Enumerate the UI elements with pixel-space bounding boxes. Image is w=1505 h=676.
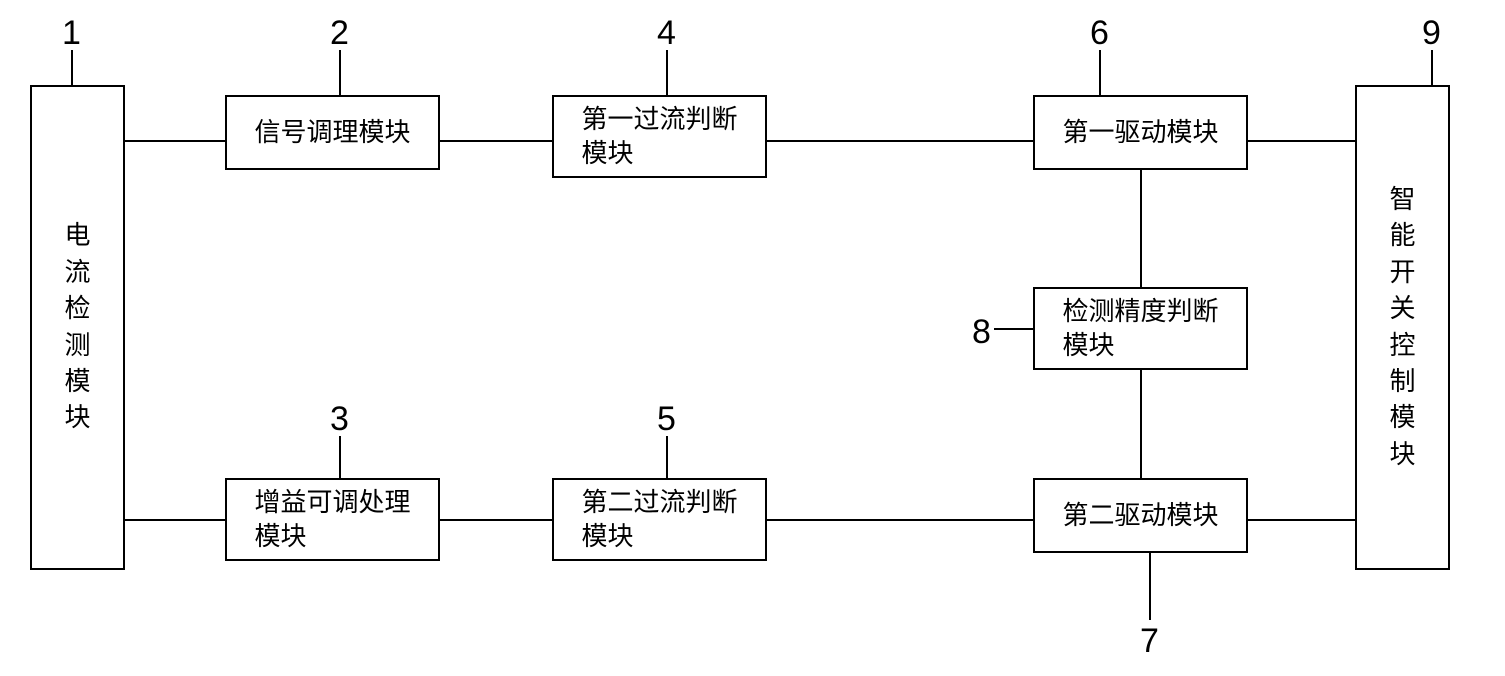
ref-number-4: 4 [657,14,676,53]
block-first-driver: 第一驱动模块 [1033,95,1248,170]
ref-number-3: 3 [330,400,349,439]
block-label: 第二过流判断模块 [581,486,737,554]
block-signal-conditioning: 信号调理模块 [225,95,440,170]
ref-number-9: 9 [1422,14,1441,53]
ref-number-1: 1 [62,14,81,53]
block-label: 第一过流判断模块 [581,103,737,171]
ref-number-7: 7 [1140,622,1159,661]
block-second-overcurrent: 第二过流判断模块 [552,478,767,561]
block-second-driver: 第二驱动模块 [1033,478,1248,553]
block-current-detection: 电流检测模块 [30,85,125,570]
block-label: 增益可调处理模块 [254,486,410,554]
block-first-overcurrent: 第一过流判断模块 [552,95,767,178]
ref-number-5: 5 [657,400,676,439]
ref-number-8: 8 [972,313,991,352]
block-label: 检测精度判断模块 [1062,295,1218,363]
block-adjustable-gain: 增益可调处理模块 [225,478,440,561]
block-label: 第二驱动模块 [1062,499,1218,533]
ref-number-6: 6 [1090,14,1109,53]
block-intelligent-switch-control: 智能开关控制模块 [1355,85,1450,570]
block-label: 信号调理模块 [254,116,410,150]
block-detection-accuracy: 检测精度判断模块 [1033,287,1248,370]
block-label: 第一驱动模块 [1062,116,1218,150]
ref-number-2: 2 [330,14,349,53]
